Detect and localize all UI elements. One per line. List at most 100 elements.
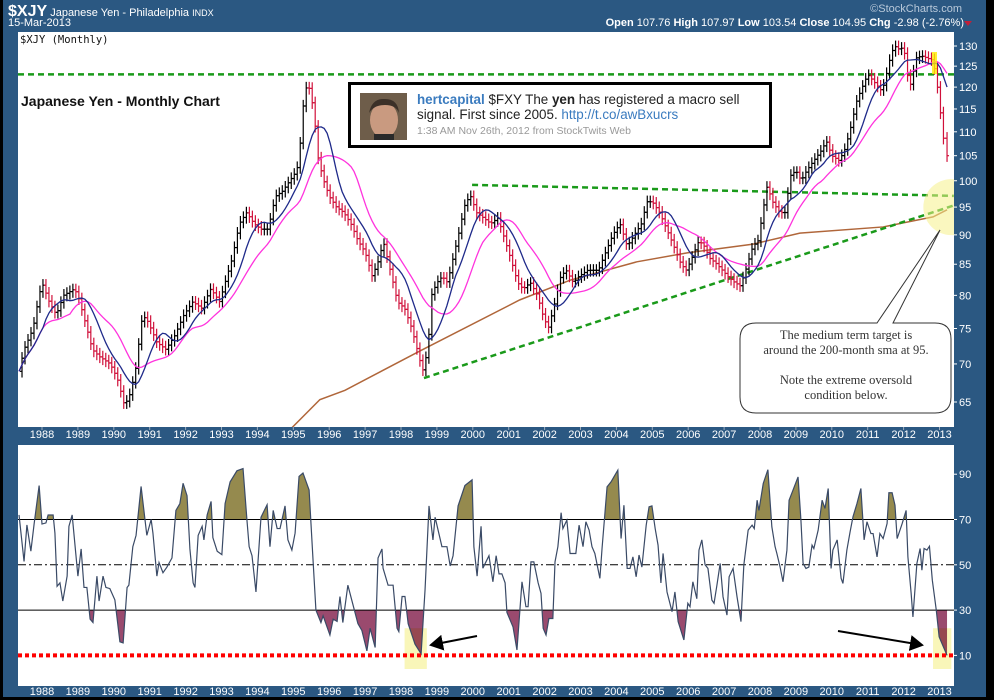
- price-x-tick-label: 1998: [389, 429, 413, 441]
- rsi-x-tick-label: 1995: [281, 686, 305, 698]
- price-x-tick-label: 2000: [461, 429, 485, 441]
- rsi-x-tick-label: 1999: [425, 686, 449, 698]
- price-y-tick-label: 85: [959, 259, 971, 271]
- price-y-tick-label: 80: [959, 290, 971, 302]
- price-x-tick-label: 1995: [281, 429, 305, 441]
- callout-line: The medium term target is: [779, 328, 913, 342]
- rsi-x-tick-label: 1994: [245, 686, 269, 698]
- rsi-x-tick-label: 1989: [66, 686, 90, 698]
- rsi-x-tick-label: 2004: [604, 686, 628, 698]
- high-value: 107.97: [700, 17, 735, 29]
- callout-line: Note the extreme oversold: [779, 373, 913, 387]
- price-x-tick-label: 2006: [676, 429, 700, 441]
- price-x-tick-label: 2010: [820, 429, 844, 441]
- price-y-tick-label: 120: [959, 82, 977, 94]
- price-x-tick-label: 1991: [137, 429, 161, 441]
- rsi-x-tick-label: 2011: [856, 686, 880, 698]
- tweet-link[interactable]: http://t.co/awBxucrs: [561, 107, 679, 122]
- price-x-tick-label: 1990: [102, 429, 126, 441]
- price-y-tick-label: 90: [959, 230, 971, 242]
- sma-medium-line: [18, 61, 948, 372]
- price-x-tick-label: 2004: [604, 429, 628, 441]
- rsi-x-tick-label: 1992: [173, 686, 197, 698]
- chg-value: -2.98 (-2.76%): [893, 17, 964, 29]
- tweet-text-bold: yen: [551, 92, 576, 107]
- price-bar: [945, 132, 950, 162]
- down-triangle-icon: [964, 21, 972, 26]
- tweet-text-part: $FXY The: [484, 92, 552, 107]
- price-x-tick-label: 2012: [891, 429, 915, 441]
- rsi-x-tick-label: 2012: [891, 686, 915, 698]
- rsi-x-tick-label: 1991: [137, 686, 161, 698]
- price-y-tick-label: 75: [959, 324, 971, 336]
- rsi-x-tick-label: 1996: [317, 686, 341, 698]
- low-label: Low: [737, 17, 760, 29]
- arrow-1998: [429, 634, 478, 651]
- rsi-line: [18, 467, 948, 656]
- price-y-tick-label: 70: [959, 359, 971, 371]
- tweet-text-part: signal. First since 2005.: [417, 107, 562, 122]
- price-y-tick-label: 125: [959, 61, 977, 73]
- oversold-highlight: [933, 628, 952, 669]
- rsi-x-tick-label: 2013: [927, 686, 951, 698]
- rsi-x-tick-label: 2009: [784, 686, 808, 698]
- price-x-tick-label: 2013: [927, 429, 951, 441]
- tweet-text: hertcapital $FXY The yen has registered …: [417, 92, 740, 122]
- high-label: High: [673, 17, 698, 29]
- symbol: $XJY: [8, 3, 48, 20]
- price-y-tick-label: 130: [959, 41, 977, 53]
- oversold-highlight: [404, 628, 427, 669]
- sma-200-line: [291, 209, 948, 427]
- price-x-tick-label: 2002: [532, 429, 556, 441]
- price-x-tick-label: 2007: [712, 429, 736, 441]
- chg-label: Chg: [869, 17, 891, 29]
- tweet-meta: 1:38 AM Nov 26th, 2012 from StockTwits W…: [417, 125, 631, 137]
- price-x-tick-label: 1999: [425, 429, 449, 441]
- tweet-user-link[interactable]: hertcapital: [417, 92, 485, 107]
- chart-title: Japanese Yen - Monthly Chart: [21, 93, 220, 109]
- rsi-x-tick-label: 2008: [748, 686, 772, 698]
- rsi-x-tick-label: 2002: [532, 686, 556, 698]
- rsi-x-tick-label: 2007: [712, 686, 736, 698]
- rsi-x-tick-label: 1993: [209, 686, 233, 698]
- rsi-x-tick-label: 2001: [496, 686, 520, 698]
- rsi-y-tick-label: 30: [959, 605, 971, 617]
- rsi-x-tick-label: 2006: [676, 686, 700, 698]
- avatar: [360, 93, 407, 140]
- arrow-2013: [837, 630, 924, 651]
- trendline: [423, 204, 954, 380]
- rsi-y-tick-label: 50: [959, 560, 971, 572]
- price-x-tick-label: 1994: [245, 429, 269, 441]
- trendline: [472, 183, 954, 198]
- exchange: INDX: [192, 8, 214, 18]
- price-x-tick-label: 2005: [640, 429, 664, 441]
- tweet-card: hertcapital $FXY The yen has registered …: [348, 82, 772, 148]
- rsi-y-tick-label: 90: [959, 469, 971, 481]
- price-x-tick-label: 1989: [66, 429, 90, 441]
- rsi-x-tick-label: 2003: [568, 686, 592, 698]
- copyright: ©StockCharts.com: [870, 3, 962, 15]
- tweet-text-part: has registered a macro sell: [575, 92, 740, 107]
- rsi-x-tick-label: 2010: [820, 686, 844, 698]
- rsi-x-tick-label: 2000: [461, 686, 485, 698]
- rsi-x-tick-label: 1990: [102, 686, 126, 698]
- price-x-tick-label: 1996: [317, 429, 341, 441]
- price-y-tick-label: 110: [959, 127, 977, 139]
- price-x-tick-label: 1988: [30, 429, 54, 441]
- rsi-y-tick-label: 70: [959, 515, 971, 527]
- price-x-tick-label: 1993: [209, 429, 233, 441]
- price-x-tick-label: 2008: [748, 429, 772, 441]
- callout-line: around the 200-month sma at 95.: [763, 343, 929, 357]
- price-x-tick-label: 1992: [173, 429, 197, 441]
- chart-date: 15-Mar-2013: [8, 17, 71, 29]
- price-x-tick-label: 2011: [856, 429, 880, 441]
- rsi-x-tick-label: 1998: [389, 686, 413, 698]
- price-y-tick-label: 65: [959, 397, 971, 409]
- header-title: $XJY Japanese Yen - Philadelphia INDX: [8, 3, 214, 21]
- callout-line: condition below.: [804, 388, 888, 402]
- price-x-tick-label: 2003: [568, 429, 592, 441]
- price-plot: [18, 40, 954, 427]
- rsi-x-tick-label: 1988: [30, 686, 54, 698]
- price-x-tick-label: 1997: [353, 429, 377, 441]
